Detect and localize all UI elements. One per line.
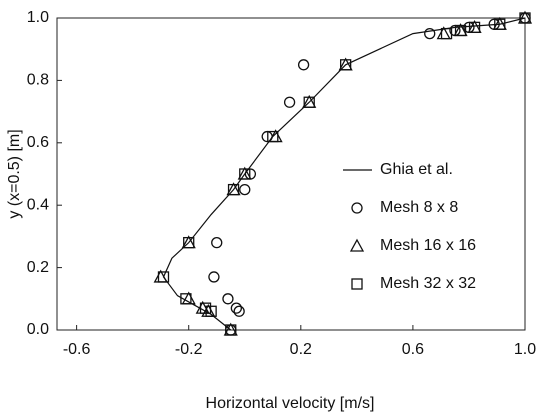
marker-circle [424,27,436,40]
y-tick-label: 1.0 [27,9,49,26]
y-tick-label: 0.6 [27,134,49,151]
marker-square [454,24,467,37]
legend-label: Mesh 8 x 8 [380,199,458,216]
x-tick-label: -0.2 [175,341,203,358]
marker-circle [230,302,243,314]
marker-square [267,130,279,143]
x-tick-label: 1.0 [514,341,536,358]
marker-square [183,236,195,249]
x-axis-title: Horizontal velocity [m/s] [206,395,375,412]
marker-square [227,183,240,196]
y-axis-title: y (x=0.5) [m] [6,129,23,218]
y-tick-label: 0.4 [27,196,49,213]
marker-triangle [349,238,365,252]
line [162,17,526,331]
y-tick-label: 0.8 [27,72,49,89]
y-tick-label: 0.0 [27,321,49,338]
x-tick-label: -0.6 [63,341,91,358]
marker-square [225,324,237,336]
marker-circle [233,305,245,317]
marker-square [494,18,506,30]
marker-square [351,278,363,290]
marker-square [519,12,531,24]
marker-circle [351,202,363,214]
marker-circle [283,96,296,108]
x-tick-label: 0.2 [290,341,312,358]
marker-square [339,59,352,71]
marker-square [157,271,170,283]
legend-label: Ghia et al. [380,161,453,178]
marker-square [239,168,251,180]
legend-label: Mesh 16 x 16 [380,237,476,254]
marker-square [440,27,453,40]
marker-square [468,21,481,34]
x-tick-label: 0.6 [402,341,424,358]
marker-circle [208,271,220,283]
marker-square [199,302,212,314]
marker-circle [239,183,251,196]
marker-circle [222,293,234,305]
legend-label: Mesh 32 x 32 [380,275,476,292]
marker-circle [211,236,223,249]
plot-frame [56,17,526,331]
marker-square [303,96,315,108]
marker-circle [297,59,310,71]
marker-square [180,293,192,305]
y-tick-label: 0.2 [27,259,49,276]
